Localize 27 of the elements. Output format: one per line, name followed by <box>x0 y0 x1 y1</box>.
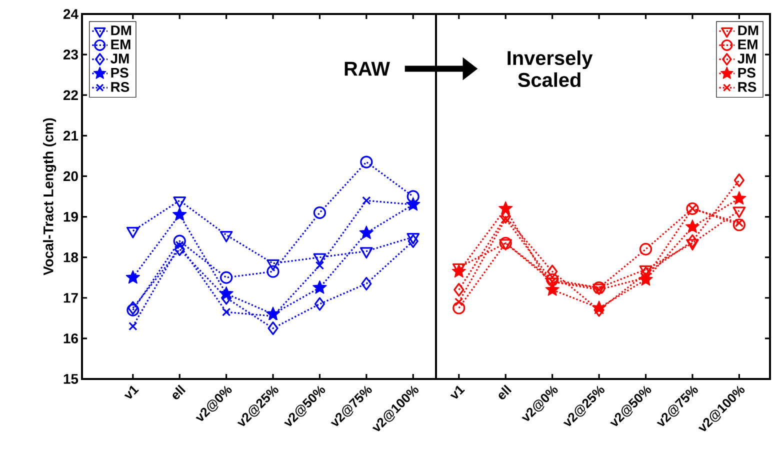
legend-label: RS <box>111 82 130 92</box>
y-tick-label: 17 <box>64 293 78 303</box>
x-tick-label: v1 <box>124 386 139 399</box>
y-tick-label: 21 <box>63 130 78 141</box>
y-tick-label: 24 <box>63 9 78 19</box>
y-tick-label: 22 <box>63 90 78 100</box>
legend-label: PS <box>111 68 128 78</box>
legend-label: EM <box>111 40 130 50</box>
annotation: RAW <box>344 62 390 76</box>
y-tick-label: 16 <box>64 333 78 344</box>
legend-label: EM <box>738 40 758 50</box>
y-axis-title: Vocal-Tract Length (cm) <box>43 118 56 276</box>
legend-label: JM <box>110 54 129 64</box>
x-tick-label: ell <box>172 384 186 400</box>
legend-label: DM <box>111 26 132 36</box>
x-tick-label: v1 <box>450 386 465 399</box>
legend-label: PS <box>738 68 756 78</box>
y-tick-label: 20 <box>63 171 78 182</box>
y-tick-label: 19 <box>64 212 78 222</box>
annotation: Inversely Scaled <box>508 50 593 87</box>
legend-label: RS <box>738 82 756 92</box>
y-tick-label: 23 <box>63 50 78 60</box>
y-tick-label: 18 <box>64 252 78 262</box>
legend-label: JM <box>738 54 756 64</box>
y-tick-label: 15 <box>64 374 78 384</box>
x-tick-label: ell <box>498 384 512 400</box>
legend-label: DM <box>738 26 758 36</box>
